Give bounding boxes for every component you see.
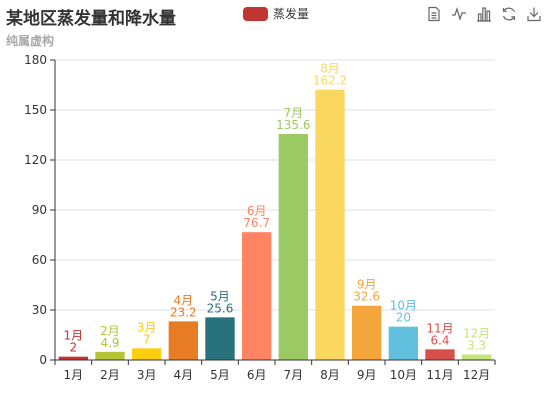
legend-swatch [243,6,268,21]
bar [352,305,382,360]
bar [315,89,345,361]
bar-label: 9月 32.6 [353,278,380,304]
legend-label: 蒸发量 [273,7,310,21]
bar [168,321,198,360]
x-tick-label: 1月 [64,368,84,382]
bar-label: 8月 162.2 [313,62,347,88]
x-tick-label: 12月 [463,368,490,382]
x-tick-label: 11月 [426,368,453,382]
bar [278,134,308,360]
bar [205,317,235,360]
x-tick-label: 5月 [210,368,230,382]
bar-label: 5月 25.6 [207,289,234,315]
y-tick-label: 0 [39,353,47,367]
bar [388,326,418,360]
x-tick-label: 3月 [137,368,157,382]
save-image-icon[interactable] [526,6,542,22]
bar-label: 6月 76.7 [243,204,270,230]
bar-chart-icon[interactable] [476,6,492,22]
bar-label: 12月 3.3 [463,327,490,353]
x-tick-label: 9月 [357,368,377,382]
restore-icon[interactable] [501,6,517,22]
bar [462,354,492,360]
toolbox [426,6,542,22]
bar-label: 4月 23.2 [170,293,197,319]
bar [242,232,272,360]
bar [132,348,162,360]
y-tick-label: 180 [24,53,47,67]
bar-label: 2月 4.9 [100,324,120,350]
y-tick-label: 60 [32,253,47,267]
y-tick-label: 30 [32,303,47,317]
bar-label: 7月 135.6 [276,106,310,132]
bar [95,351,125,360]
data-view-icon[interactable] [426,6,442,22]
bar-label: 1月 2 [64,329,84,355]
bar [425,349,455,360]
x-tick-label: 4月 [174,368,194,382]
line-chart-icon[interactable] [451,6,467,22]
x-tick-label: 10月 [390,368,417,382]
x-tick-label: 6月 [247,368,267,382]
chart-subtitle: 纯属虚构 [6,34,55,48]
x-tick-label: 7月 [284,368,304,382]
bar-label: 10月 20 [390,299,417,325]
x-tick-label: 8月 [320,368,340,382]
x-tick-label: 2月 [100,368,120,382]
y-tick-label: 150 [24,103,47,117]
y-tick-label: 120 [24,153,47,167]
chart-title: 某地区蒸发量和降水量 [6,9,176,29]
bar [58,356,88,360]
bar-label: 3月 7 [137,320,157,346]
bar-label: 11月 6.4 [426,321,453,347]
y-tick-label: 90 [32,203,47,217]
legend-item-evaporation[interactable]: 蒸发量 [243,5,309,22]
